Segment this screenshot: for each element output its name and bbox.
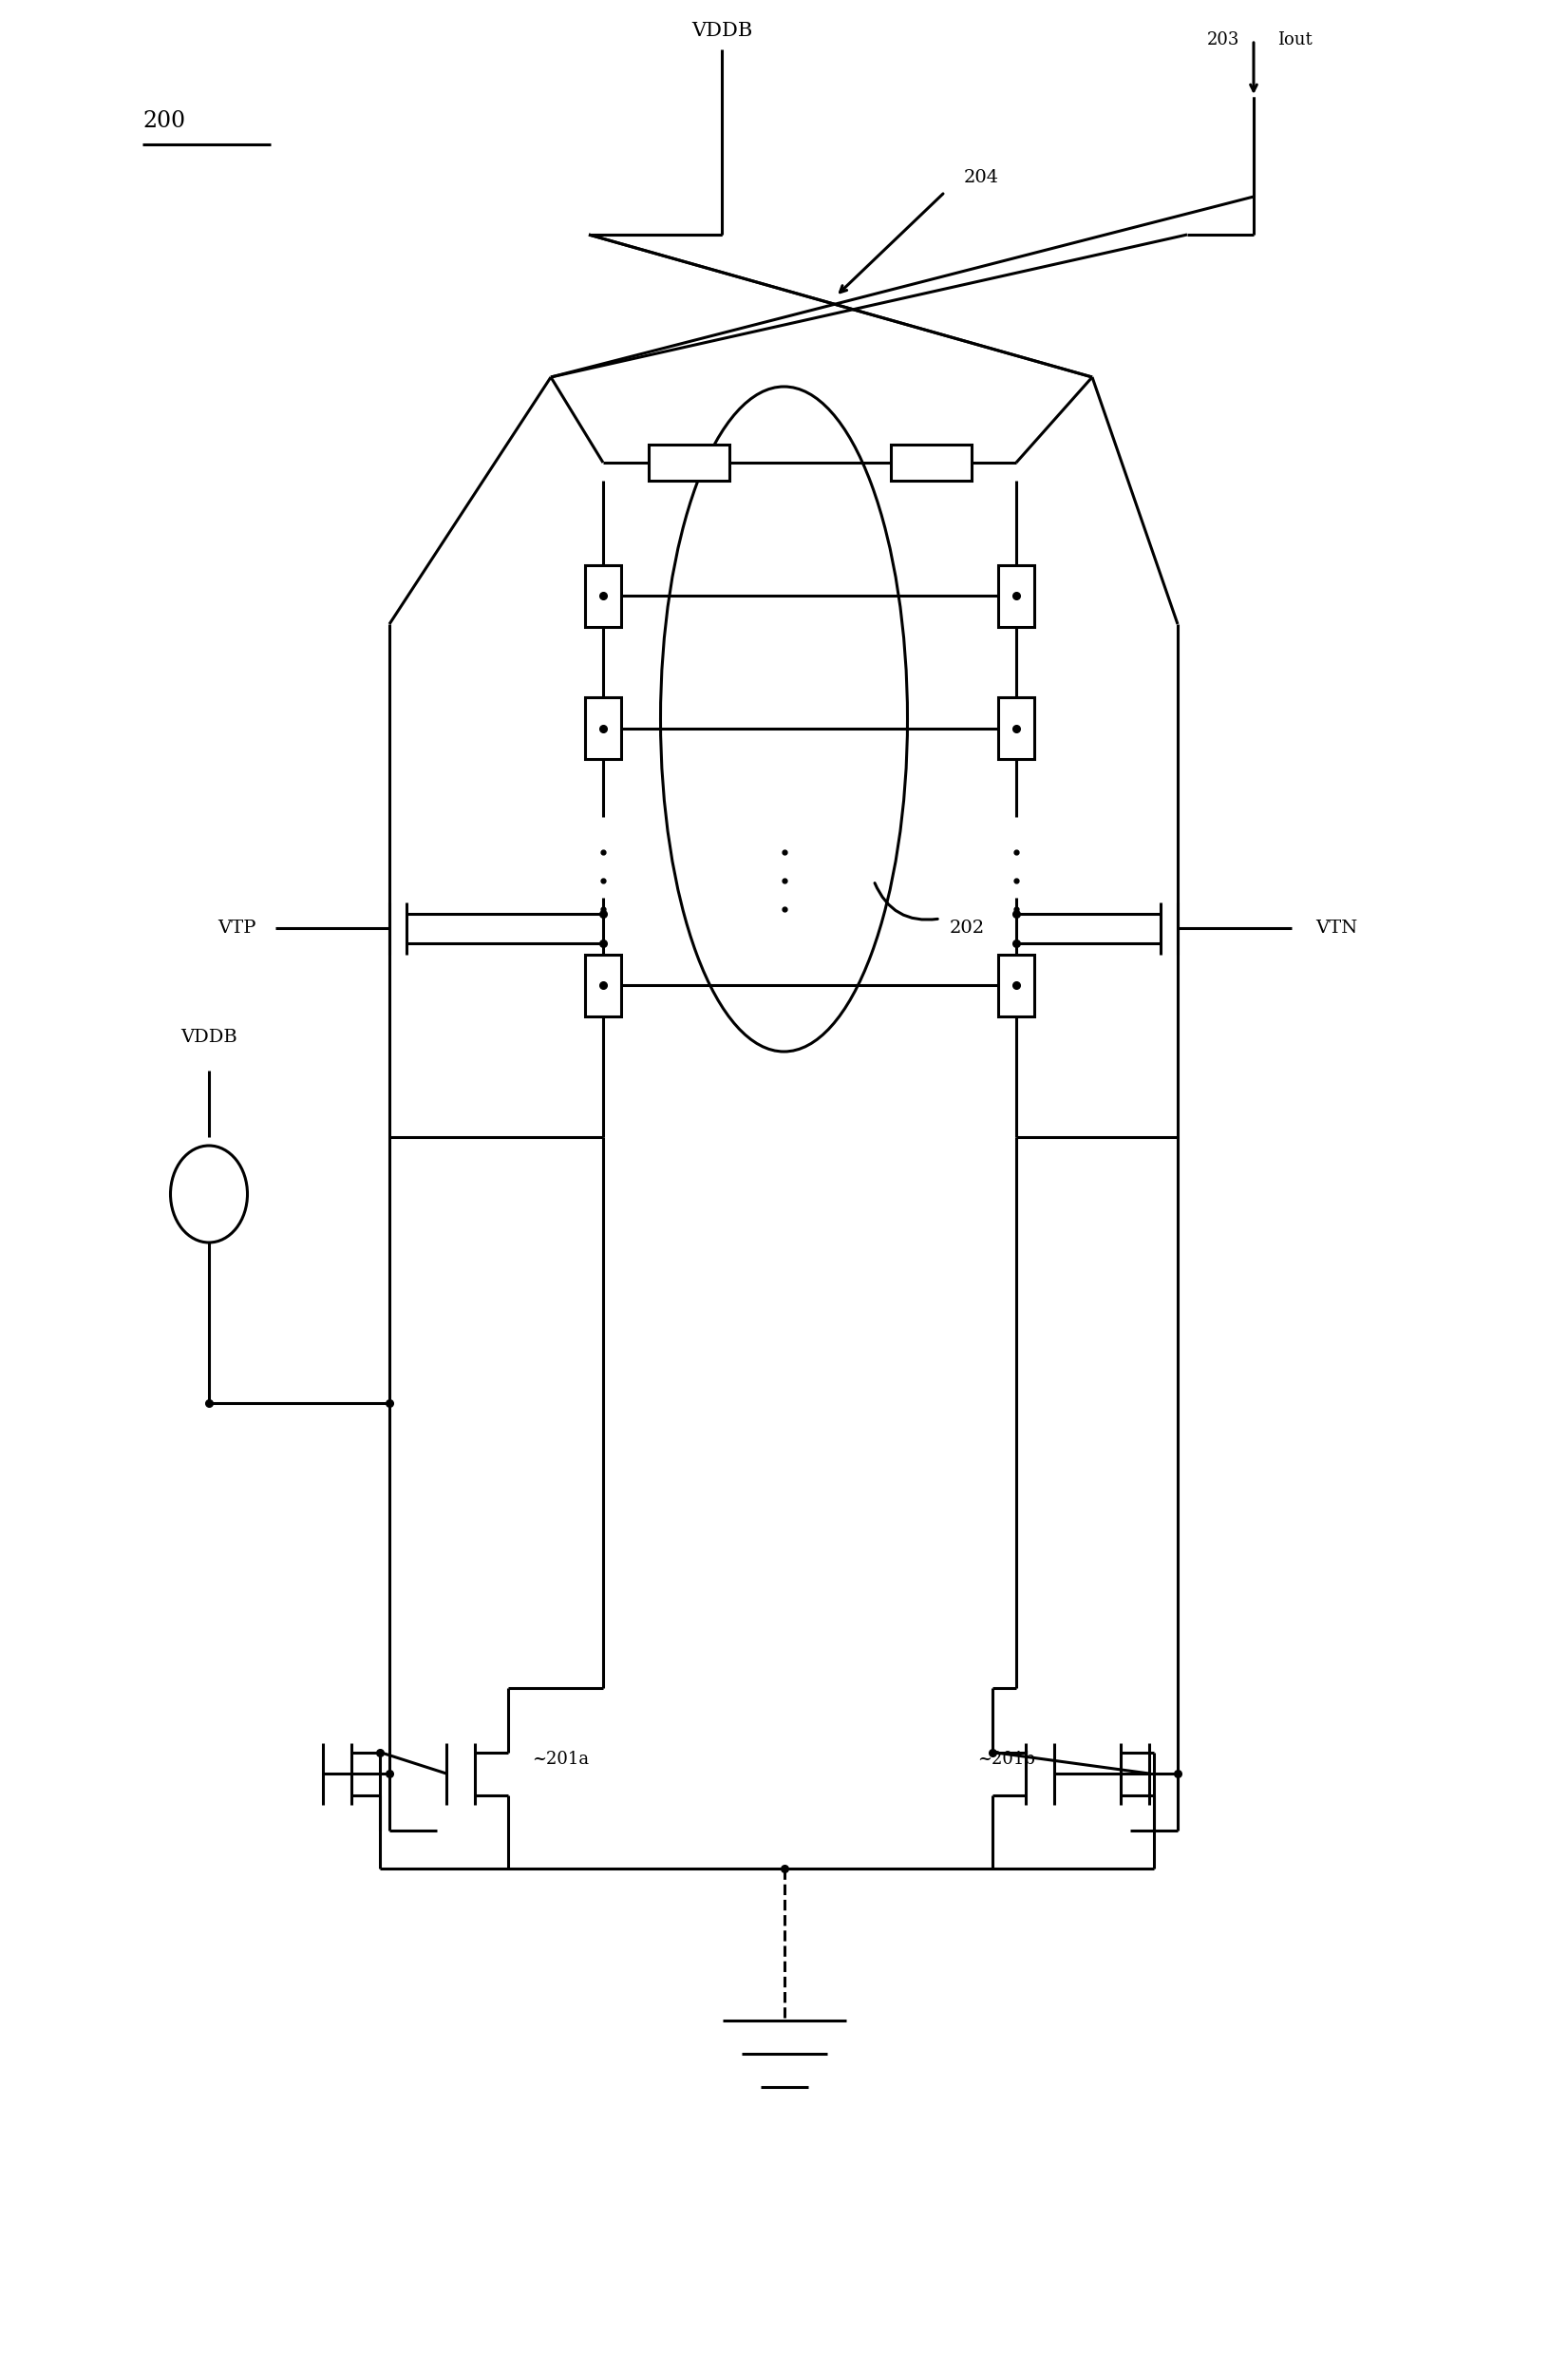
Bar: [648, 445, 729, 480]
Text: 203: 203: [1207, 31, 1239, 49]
Bar: [891, 445, 971, 480]
Bar: [585, 565, 621, 626]
Text: 200: 200: [143, 111, 185, 132]
Text: 204: 204: [964, 169, 999, 186]
Bar: [999, 699, 1035, 760]
Bar: [585, 699, 621, 760]
Bar: [999, 565, 1035, 626]
Text: Iout: Iout: [1278, 31, 1312, 49]
Text: VTN: VTN: [1316, 920, 1358, 936]
Text: 202: 202: [950, 920, 985, 936]
Text: VTP: VTP: [218, 920, 257, 936]
Text: ~201b: ~201b: [977, 1751, 1035, 1767]
Ellipse shape: [171, 1146, 248, 1242]
Bar: [999, 955, 1035, 1016]
Text: ~201a: ~201a: [532, 1751, 590, 1767]
Text: VDDB: VDDB: [180, 1028, 237, 1045]
Text: VDDB: VDDB: [691, 21, 753, 40]
Bar: [585, 955, 621, 1016]
